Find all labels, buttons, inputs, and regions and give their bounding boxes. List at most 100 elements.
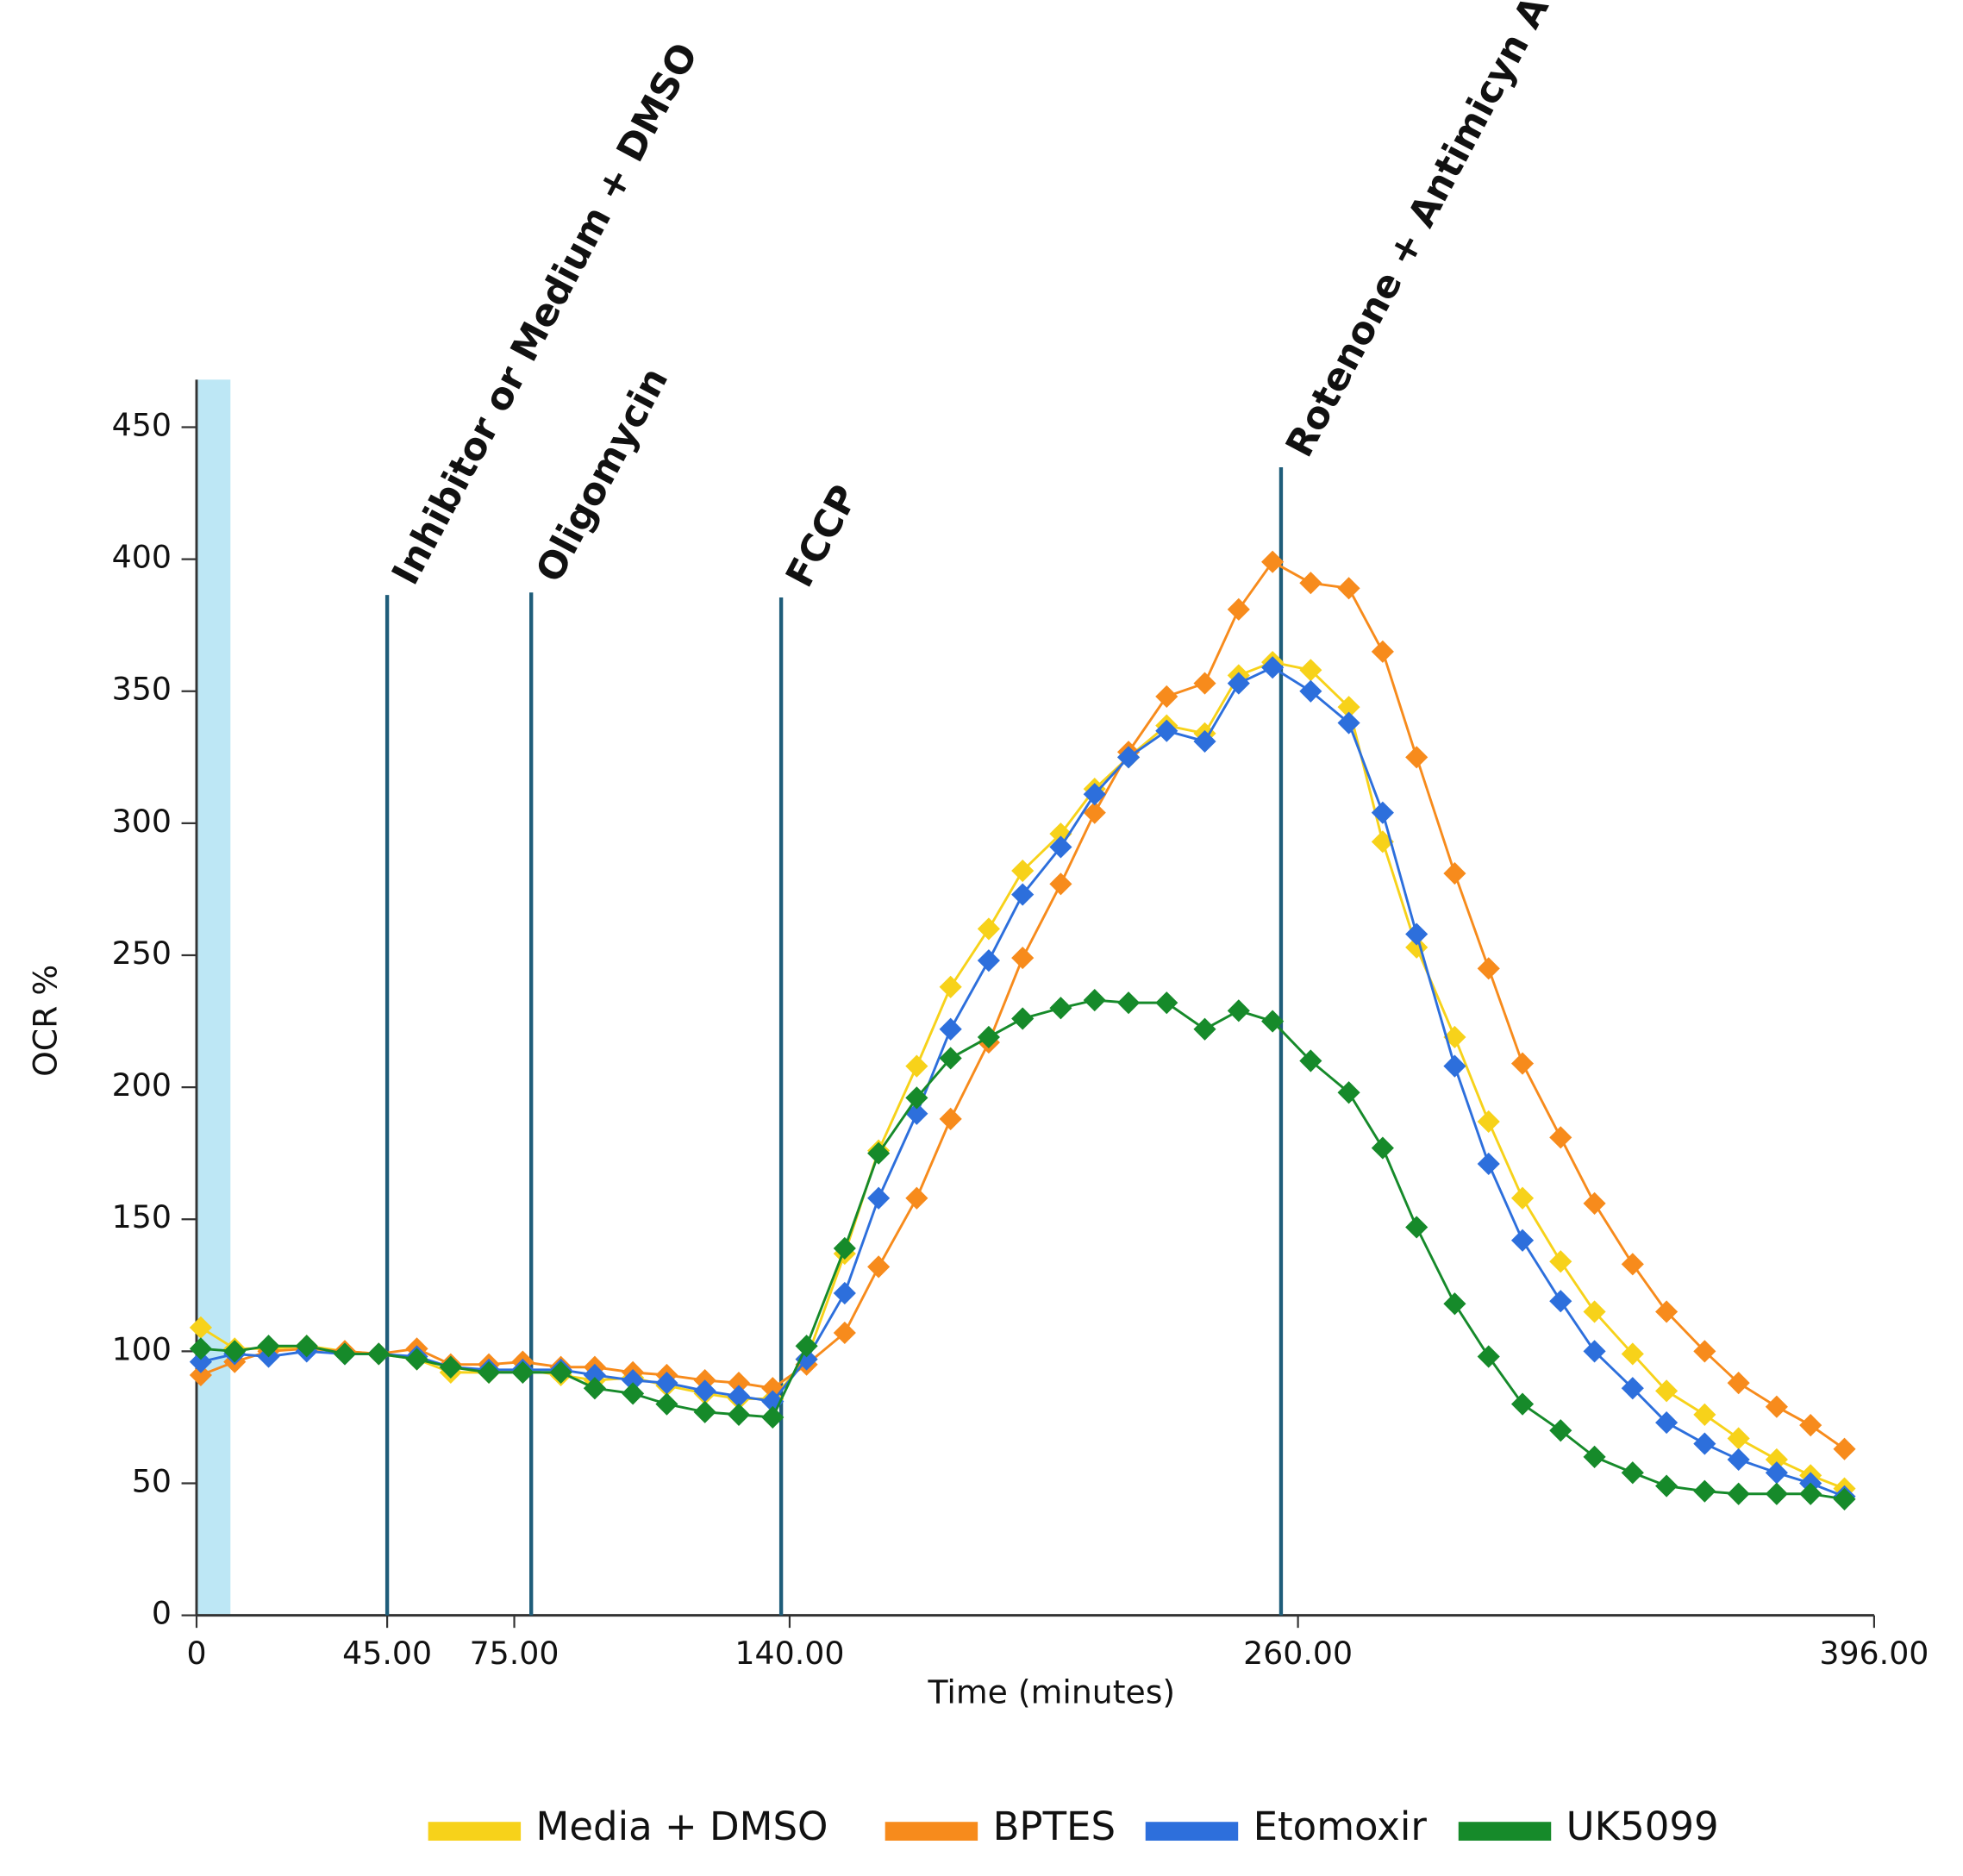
data-point	[189, 1337, 212, 1360]
y-tick-label: 150	[112, 1198, 172, 1235]
data-point	[833, 1281, 856, 1305]
data-point	[1510, 1052, 1535, 1075]
data-point	[1193, 672, 1216, 695]
y-axis-title: OCR %	[27, 965, 65, 1077]
data-point	[1549, 1290, 1572, 1313]
y-tick-label: 450	[112, 407, 172, 444]
data-point	[1765, 1482, 1788, 1505]
data-point	[693, 1379, 716, 1403]
data-point	[939, 1017, 962, 1041]
data-point	[1583, 1191, 1606, 1215]
data-point	[1799, 1414, 1822, 1437]
data-point	[1510, 1186, 1535, 1210]
data-point	[867, 1141, 891, 1165]
data-point	[189, 1350, 212, 1373]
data-point	[295, 1335, 318, 1358]
data-point	[1443, 862, 1466, 885]
data-point	[1833, 1437, 1856, 1460]
data-point	[867, 1255, 891, 1279]
data-point	[1193, 1017, 1216, 1041]
data-point	[1477, 1110, 1500, 1134]
data-point	[1477, 1152, 1500, 1176]
data-point	[1371, 1136, 1394, 1160]
legend-swatch	[1458, 1822, 1552, 1842]
data-point	[1765, 1395, 1788, 1418]
data-point	[1155, 719, 1178, 742]
data-point	[977, 949, 1000, 972]
event-label: FCCP	[778, 478, 867, 594]
highlight-band	[196, 379, 231, 1616]
data-point	[1155, 991, 1178, 1015]
data-point	[189, 1363, 212, 1387]
data-point	[1621, 1461, 1644, 1485]
data-point	[1583, 1445, 1606, 1468]
x-tick-label: 75.00	[470, 1635, 560, 1672]
data-point	[1011, 1007, 1035, 1030]
data-point	[939, 1107, 962, 1130]
data-point	[1227, 597, 1250, 621]
data-point	[795, 1335, 818, 1358]
data-point	[1337, 577, 1360, 600]
data-point	[1727, 1427, 1750, 1450]
data-point	[1049, 872, 1072, 896]
data-point	[1549, 1419, 1572, 1442]
data-point	[477, 1360, 501, 1384]
data-point	[1405, 922, 1428, 946]
data-point	[727, 1403, 751, 1426]
data-point	[189, 1316, 212, 1339]
data-point	[1261, 1010, 1285, 1033]
event-label: Rotenone + Antimicyn A	[1278, 0, 1558, 464]
data-point	[1693, 1340, 1716, 1363]
data-point	[1765, 1461, 1788, 1485]
data-point	[905, 1054, 928, 1078]
y-tick-label: 50	[132, 1463, 172, 1500]
data-point	[1621, 1377, 1644, 1400]
data-point	[1227, 672, 1250, 695]
data-point	[1477, 1345, 1500, 1368]
data-point	[1443, 1292, 1466, 1316]
data-point	[1227, 999, 1250, 1022]
data-point	[223, 1340, 247, 1363]
data-point	[367, 1342, 391, 1366]
data-point	[1833, 1487, 1856, 1510]
legend-swatch	[885, 1822, 978, 1842]
data-point	[1371, 640, 1394, 663]
y-tick-label: 200	[112, 1066, 172, 1104]
data-point	[1011, 883, 1035, 906]
data-point	[977, 917, 1000, 941]
data-point	[1655, 1410, 1679, 1435]
data-point	[1583, 1340, 1606, 1363]
y-tick-label: 0	[152, 1595, 172, 1632]
y-tick-label: 250	[112, 935, 172, 972]
x-tick-label: 260.00	[1243, 1635, 1353, 1672]
y-tick-label: 300	[112, 803, 172, 840]
data-point	[977, 1025, 1000, 1049]
legend-swatch	[428, 1822, 522, 1842]
data-point	[1549, 1126, 1572, 1149]
data-point	[1337, 1081, 1360, 1104]
data-point	[1155, 685, 1178, 708]
data-point	[1693, 1479, 1716, 1503]
data-point	[1083, 989, 1106, 1012]
data-point	[1655, 1300, 1679, 1323]
data-point	[867, 1186, 891, 1210]
data-point	[655, 1392, 678, 1416]
data-point	[1261, 656, 1285, 679]
data-point	[1727, 1372, 1750, 1395]
data-point	[1011, 947, 1035, 970]
event-label: Oligomycin	[528, 361, 678, 590]
data-point	[257, 1335, 280, 1358]
data-point	[1583, 1300, 1606, 1323]
data-point	[1337, 696, 1360, 719]
data-point	[622, 1382, 645, 1405]
data-point	[939, 1047, 962, 1070]
data-point	[1011, 859, 1035, 883]
data-point	[1477, 957, 1500, 980]
legend-label: UK5099	[1566, 1804, 1719, 1849]
data-point	[833, 1321, 856, 1345]
x-tick-label: 0	[186, 1635, 206, 1672]
data-point	[1405, 746, 1428, 769]
data-point	[1655, 1379, 1679, 1403]
data-point	[1765, 1448, 1788, 1472]
data-point	[1299, 572, 1322, 595]
